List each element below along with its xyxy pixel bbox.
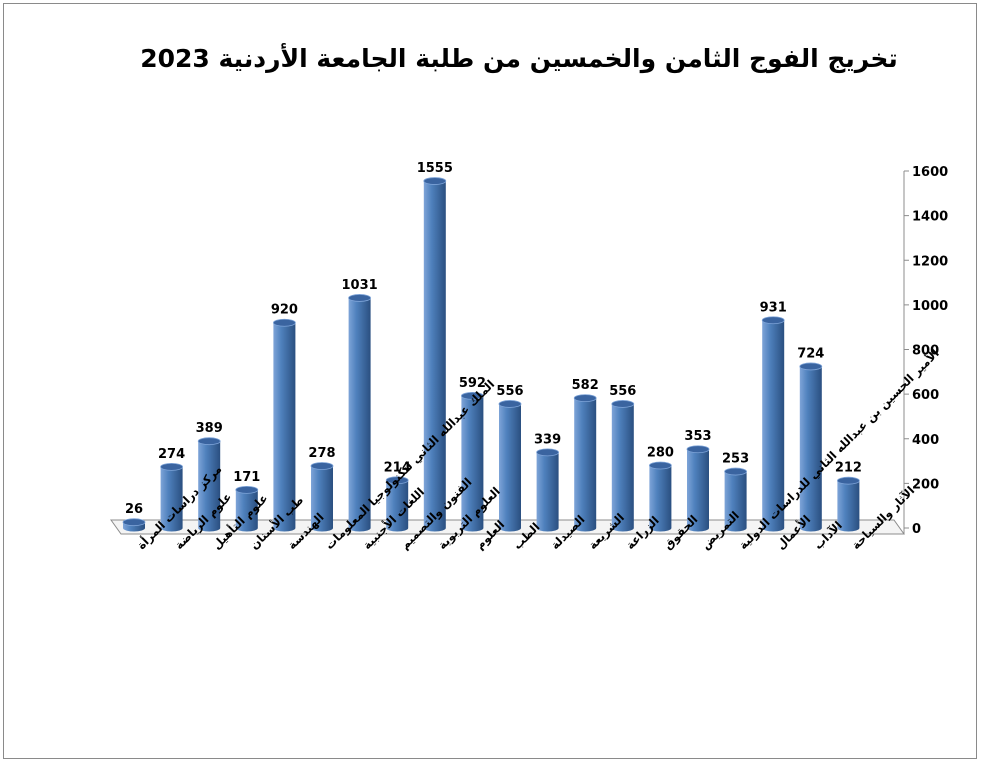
bar (536, 448, 559, 532)
bars (122, 177, 860, 532)
bar-top-cap (686, 445, 710, 454)
bar-body (724, 471, 747, 532)
data-label: 724 (797, 346, 824, 361)
bar-top-cap (348, 294, 372, 302)
chart-frame: تخريج الفوج الثامن والخمسين من طلبة الجا… (3, 3, 977, 759)
bar (498, 400, 522, 532)
bar-top-cap (235, 485, 259, 494)
bar-body (762, 320, 785, 532)
bar-top-cap (573, 394, 597, 403)
bar-top-cap (423, 177, 447, 185)
bar (837, 476, 860, 532)
bar-body (536, 452, 559, 532)
bar (799, 362, 823, 532)
bar-body (235, 489, 258, 532)
data-label: 931 (760, 300, 787, 315)
y-tick-label: 200 (912, 477, 939, 492)
bar-body (273, 322, 296, 532)
bar (423, 177, 447, 532)
bar (573, 394, 597, 532)
data-label: 1555 (417, 161, 453, 176)
bar-top-cap (761, 316, 785, 325)
data-label: 920 (271, 303, 298, 318)
data-label: 280 (647, 446, 674, 461)
bar (348, 294, 372, 532)
bar-top-cap (160, 462, 184, 471)
bar-body (837, 480, 860, 532)
bar-top-cap (460, 392, 484, 400)
data-label: 353 (684, 429, 711, 444)
bar (649, 461, 672, 532)
bar (235, 485, 259, 532)
bar (122, 518, 146, 532)
data-label: 278 (308, 446, 335, 461)
bar-body (198, 441, 221, 532)
data-label: 592 (459, 376, 486, 391)
data-label: 26 (125, 502, 143, 517)
y-tick-label: 600 (912, 388, 939, 403)
bar (686, 445, 710, 532)
bar (761, 316, 785, 532)
bar (310, 462, 334, 532)
data-label: 582 (572, 378, 599, 393)
bar (197, 437, 221, 532)
bar-top-cap (197, 437, 221, 446)
bar-chart: 26 274 389 171 920 278 1031 214 1555 592 556 339 582… (110, 161, 948, 553)
data-label: 556 (609, 384, 636, 399)
bar (385, 476, 409, 532)
bar (724, 467, 747, 532)
data-label: 1031 (342, 278, 378, 293)
data-label: 389 (196, 421, 223, 436)
y-tick-label: 800 (912, 344, 939, 359)
bar-top-cap (649, 461, 672, 470)
y-tick-label: 1200 (912, 254, 948, 269)
bar (460, 392, 484, 532)
data-label: 171 (233, 470, 260, 485)
y-tick-label: 1000 (912, 299, 948, 314)
bar-top-cap (385, 476, 409, 485)
bar-top-cap (799, 362, 823, 371)
bar-body (574, 398, 597, 532)
bar-body (649, 465, 672, 532)
bar-top-cap (272, 318, 296, 327)
data-labels: 26 274 389 171 920 278 1031 214 1555 592 556 339 582… (125, 161, 862, 517)
data-label: 214 (384, 460, 411, 475)
data-label: 339 (534, 432, 561, 447)
bar-body (687, 449, 709, 532)
y-tick-label: 0 (912, 522, 921, 537)
bar-body (461, 395, 484, 532)
data-label: 212 (835, 461, 862, 476)
bar-body (348, 297, 371, 532)
bar-top-cap (498, 400, 522, 408)
bar-body (611, 403, 634, 532)
chart-title: تخريج الفوج الثامن والخمسين من طلبة الجا… (140, 44, 898, 73)
bar-top-cap (724, 467, 747, 476)
y-tick-label: 1600 (912, 165, 948, 180)
y-axis-ticks: 0 200 400 600 800 1000 1200 1400 1600 (904, 165, 948, 537)
y-tick-label: 400 (912, 433, 939, 448)
data-label: 253 (722, 452, 749, 467)
bar (272, 318, 296, 532)
bar-body (799, 366, 822, 532)
bar-top-cap (122, 518, 146, 527)
bar-body (386, 480, 409, 532)
bar-top-cap (310, 462, 334, 470)
bar (611, 400, 635, 532)
bar-body (423, 181, 446, 532)
data-label: 556 (496, 384, 523, 399)
bar-body (160, 466, 183, 532)
bar-body (499, 403, 521, 532)
bar (160, 462, 184, 532)
bar-top-cap (611, 400, 635, 408)
data-label: 274 (158, 447, 185, 462)
bar-top-cap (536, 448, 559, 457)
y-tick-label: 1400 (912, 210, 948, 225)
bar-top-cap (837, 476, 860, 485)
bar-body (311, 465, 333, 532)
